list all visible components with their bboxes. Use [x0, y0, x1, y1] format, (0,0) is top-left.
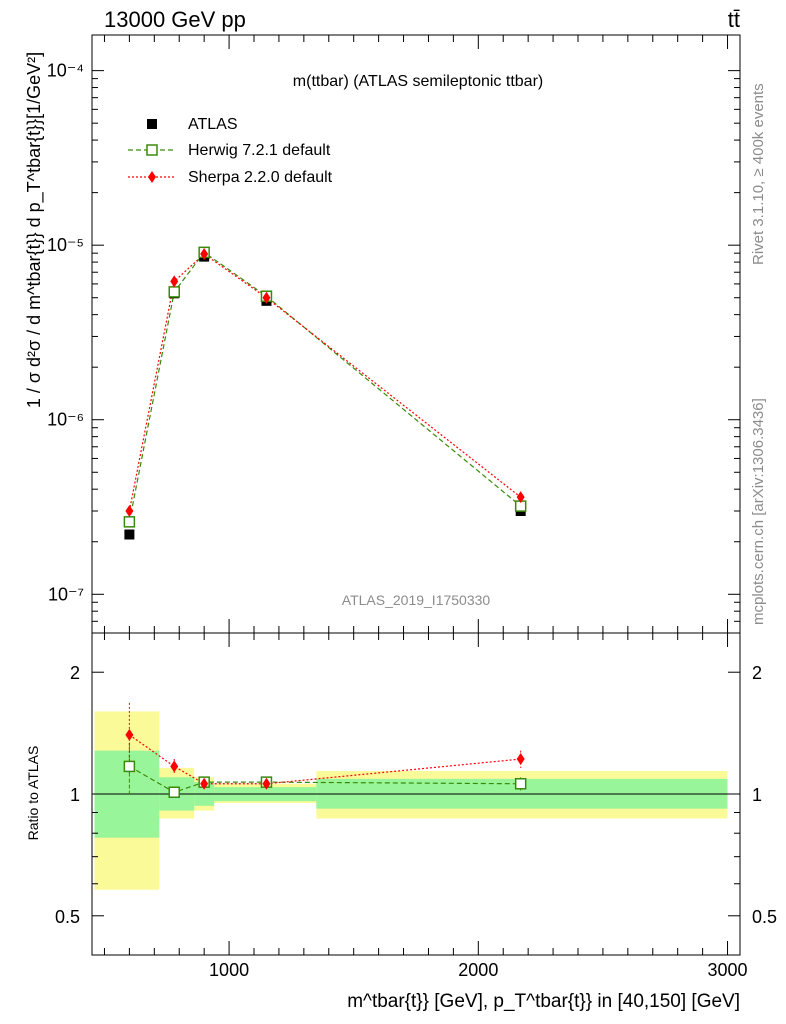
- ratio-y-tick-label: 1: [70, 785, 80, 805]
- ratio-ylabel: Ratio to ATLAS: [25, 746, 41, 841]
- main-panel: 10⁻⁷ 10⁻⁶ 10⁻⁵ 10⁻⁴: [47, 35, 740, 634]
- header-right: tt̄: [728, 7, 740, 32]
- data-point-sherpa: [262, 291, 271, 304]
- ratio-point-sherpa: [170, 760, 179, 773]
- ratio-panel: 1000 2000 3000 0.5 0.5 1 1 2 2: [55, 633, 777, 980]
- ratio-y-tick-label-right: 1: [752, 785, 762, 805]
- rivet-label: Rivet 3.1.10, ≥ 400k events: [750, 83, 767, 265]
- legend-marker-sherpa: [148, 171, 156, 183]
- x-tick-label: 2000: [458, 960, 498, 980]
- ratio-y-tick-label-right: 0.5: [752, 907, 777, 927]
- legend: ATLAS Herwig 7.2.1 default Sherpa 2.2.0 …: [128, 116, 333, 186]
- y-tick-label: 10⁻⁷: [48, 584, 84, 604]
- ratio-frame: [91, 632, 741, 956]
- legend-label-atlas: ATLAS: [188, 116, 238, 133]
- main-title: m(ttbar) (ATLAS semileptonic ttbar): [293, 73, 543, 90]
- analysis-label: ATLAS_2019_I1750330: [342, 592, 491, 608]
- legend-label-sherpa: Sherpa 2.2.0 default: [188, 169, 333, 186]
- x-tick-label: 3000: [708, 960, 748, 980]
- y-tick-label: 10⁻⁶: [47, 410, 84, 430]
- data-point-atlas: [124, 529, 135, 540]
- y-tick-label: 10⁻⁵: [47, 235, 84, 255]
- data-point-sherpa: [200, 248, 209, 261]
- data-point-herwig: [168, 286, 180, 298]
- series-line-sherpa: [128, 253, 522, 512]
- ratio-point-sherpa: [125, 728, 134, 741]
- ratio-point-sherpa: [262, 777, 271, 790]
- main-ylabel: 1 / σ d²σ / d m^tbar{t}} d p_T^tbar{t}}[…: [24, 52, 45, 408]
- ratio-y-tick-label: 2: [70, 663, 80, 683]
- data-point-herwig: [123, 516, 136, 528]
- legend-marker-herwig: [146, 144, 158, 156]
- data-point-sherpa: [516, 491, 525, 504]
- series-line-herwig: [128, 251, 522, 522]
- legend-marker-atlas: [147, 119, 157, 129]
- ratio-point-herwig: [514, 778, 527, 790]
- mcplots-label: mcplots.cern.ch [arXiv:1306.3436]: [750, 398, 767, 625]
- y-tick-label: 10⁻⁴: [47, 61, 84, 81]
- ratio-point-herwig: [168, 786, 180, 799]
- header-left: 13000 GeV pp: [104, 7, 246, 32]
- ratio-point-herwig: [123, 760, 136, 773]
- x-tick-label: 1000: [209, 960, 249, 980]
- x-axis-label: m^tbar{t}} [GeV], p_T^tbar{t}} in [40,15…: [347, 991, 740, 1012]
- ratio-y-tick-label-right: 2: [752, 663, 762, 683]
- ratio-point-sherpa: [516, 753, 525, 766]
- legend-label-herwig: Herwig 7.2.1 default: [188, 142, 331, 159]
- ratio-point-sherpa: [200, 777, 209, 790]
- ratio-y-tick-label: 0.5: [55, 907, 80, 927]
- data-point-sherpa: [170, 275, 179, 288]
- data-point-sherpa: [125, 504, 134, 517]
